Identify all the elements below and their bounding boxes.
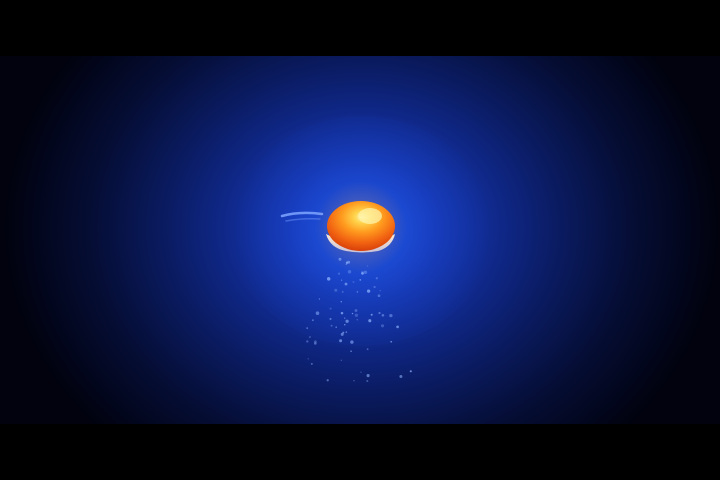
particle [375,277,378,280]
particle [326,277,331,281]
particle [351,312,354,315]
particle [389,313,393,318]
particle [356,319,359,321]
particle [352,281,355,283]
particle [326,379,329,382]
particle [334,288,338,292]
particle [377,294,381,298]
particle [344,282,348,286]
particle [330,324,333,327]
particle [340,279,343,281]
particle [366,289,371,293]
particle [345,261,349,264]
particle [337,272,341,275]
particle [344,317,346,319]
letterbox-top [0,0,720,56]
particle [310,362,313,365]
particle [380,324,385,328]
particle [313,340,317,344]
particle [306,327,309,330]
particle [399,375,403,378]
particle [366,380,369,382]
particle [341,290,344,293]
particle [340,359,342,361]
particle [366,348,369,351]
particle [350,350,352,353]
particle [338,257,342,261]
particle [308,336,311,339]
particle [353,380,355,382]
particle [340,332,344,336]
particle [350,340,354,344]
particle [354,309,358,312]
particle [359,279,362,281]
particle [360,371,362,373]
particle [409,370,412,373]
particle [314,342,317,345]
particle [344,323,346,326]
particle [327,277,330,279]
particle [318,298,321,300]
space-scene [0,56,720,424]
particle [347,269,352,274]
letterbox-bottom [0,424,720,480]
particle [340,311,344,315]
particle [381,314,385,317]
particle [366,265,369,267]
particle [354,313,359,317]
particle [306,340,309,343]
particle [356,291,359,293]
particle [366,374,370,378]
particle [396,325,399,329]
particle [379,290,381,292]
particle [329,307,332,310]
particle [368,319,372,323]
scene-illustration [280,181,412,382]
particle [339,339,343,343]
particle [307,358,310,360]
particle [345,319,349,323]
particle [329,317,332,321]
particle [340,301,342,303]
particle [390,340,393,343]
particle [345,263,348,266]
particle [315,311,320,315]
particle [311,319,314,322]
particle [370,313,373,316]
particle [363,270,368,274]
particle-trail-icon [306,257,412,382]
glowing-orb-icon [315,181,407,273]
particle [335,326,337,328]
particle [345,331,348,333]
particle [361,272,364,275]
particle [373,285,376,289]
particle [378,311,381,315]
